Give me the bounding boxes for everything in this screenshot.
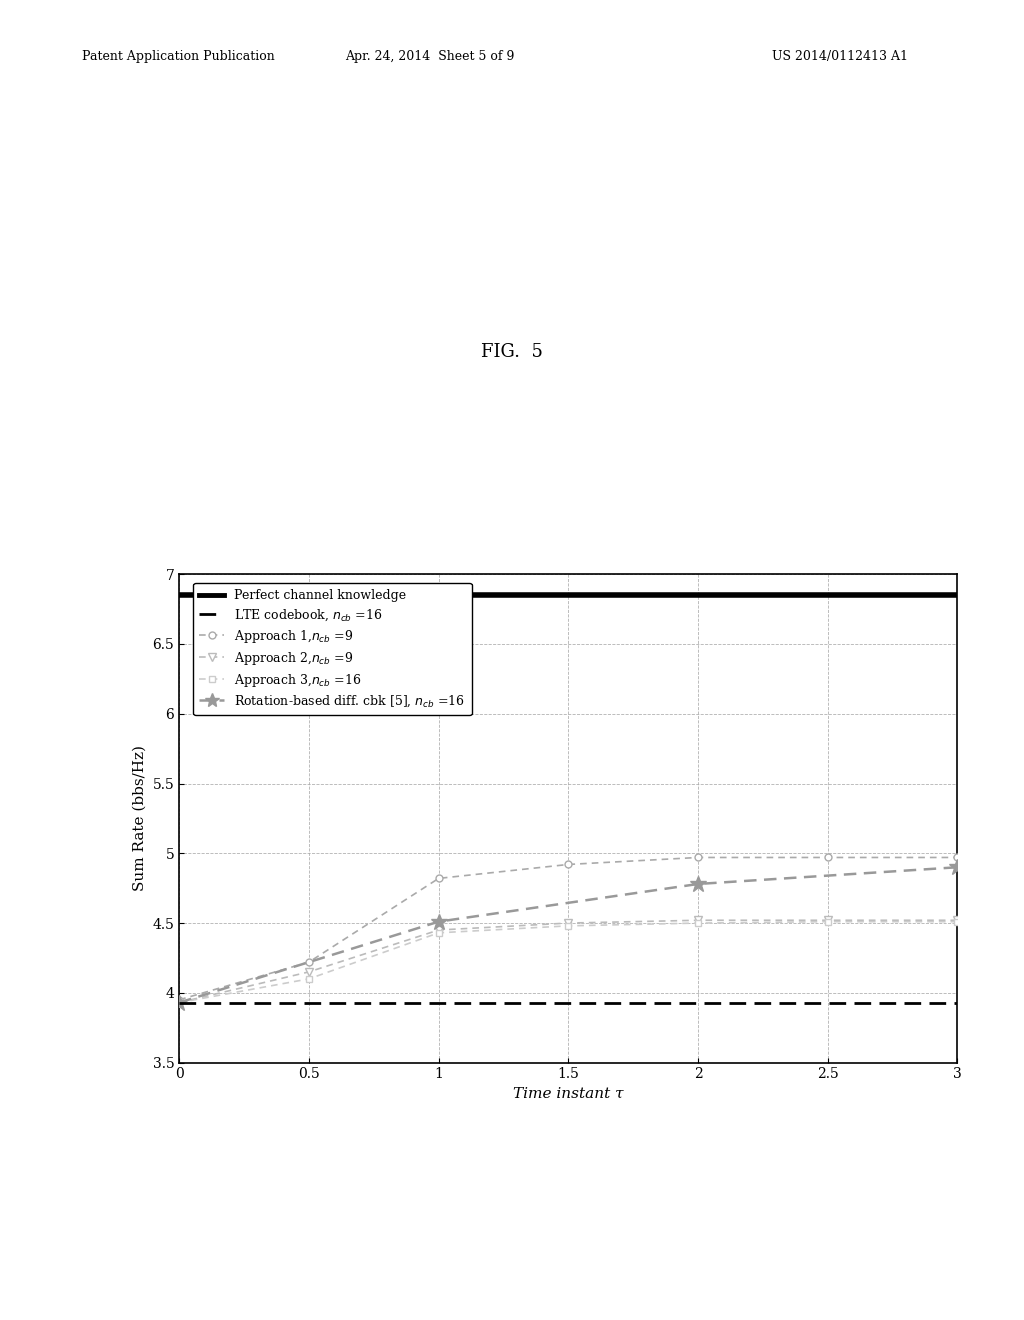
Y-axis label: Sum Rate (bbs/Hz): Sum Rate (bbs/Hz) bbox=[133, 746, 146, 891]
Legend: Perfect channel knowledge, LTE codebook, $n_{cb}$ =16, Approach 1,$n_{cb}$ =9, A: Perfect channel knowledge, LTE codebook,… bbox=[194, 583, 472, 715]
X-axis label: Time instant τ: Time instant τ bbox=[513, 1086, 624, 1101]
Text: FIG.  5: FIG. 5 bbox=[481, 343, 543, 362]
Text: US 2014/0112413 A1: US 2014/0112413 A1 bbox=[772, 50, 907, 63]
Text: Apr. 24, 2014  Sheet 5 of 9: Apr. 24, 2014 Sheet 5 of 9 bbox=[345, 50, 515, 63]
Text: Patent Application Publication: Patent Application Publication bbox=[82, 50, 274, 63]
